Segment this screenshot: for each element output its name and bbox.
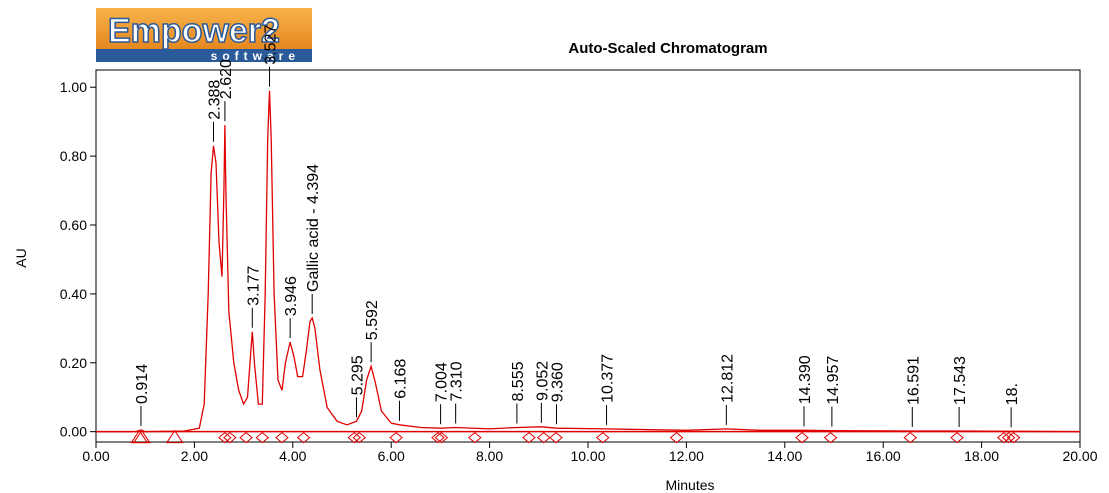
x-tick-label: 8.00 [476, 448, 503, 464]
integration-diamond [669, 432, 684, 444]
integration-diamond [903, 432, 918, 444]
peak-label: 14.957 [825, 356, 842, 405]
integration-triangle [130, 429, 149, 444]
x-tick-label: 4.00 [279, 448, 306, 464]
peak-label: 12.812 [719, 354, 736, 403]
peak-label: 6.168 [392, 359, 409, 399]
chart-title: Auto-Scaled Chromatogram [568, 40, 767, 57]
integration-diamond [255, 432, 270, 444]
x-tick-label: 10.00 [570, 448, 605, 464]
peak-label: 17.543 [952, 356, 969, 405]
x-tick-label: 0.00 [82, 448, 109, 464]
peak-label: 5.295 [350, 355, 367, 395]
trace [96, 90, 1081, 433]
integration-diamond [275, 432, 289, 444]
integration-diamond [347, 432, 362, 444]
peak-label: 16.591 [905, 356, 922, 405]
peak-label: 9.052 [534, 361, 551, 401]
peak-label: 3.177 [245, 266, 262, 306]
x-tick-label: 12.00 [669, 448, 704, 464]
peak-label: 3.946 [283, 276, 300, 316]
peak-label: 0.914 [134, 364, 151, 404]
x-tick-label: 20.00 [1062, 448, 1097, 464]
peak-label: 2.620 [218, 59, 235, 99]
x-tick-label: 14.00 [767, 448, 802, 464]
x-tick-label: 18.00 [964, 448, 999, 464]
integration-diamond [522, 432, 536, 444]
logo-text: Empower2 [108, 12, 280, 50]
peak-label: 8.555 [510, 361, 527, 401]
integration-diamond [218, 432, 232, 444]
integration-diamond [950, 432, 964, 444]
peak-label: 10.377 [600, 354, 617, 403]
y-tick-label: 0.80 [60, 148, 87, 164]
peak-label: Gallic acid - 4.394 [305, 164, 322, 292]
peak-label: 5.592 [364, 300, 381, 340]
peak-label: 18. [1004, 383, 1021, 405]
plot-frame [95, 69, 1081, 443]
x-axis-label: Minutes [665, 477, 714, 493]
integration-diamond [223, 432, 237, 444]
peak-label: 9.360 [550, 362, 567, 402]
integration-diamond [536, 432, 551, 444]
integration-diamond [823, 432, 838, 444]
y-tick-label: 0.40 [60, 286, 87, 302]
x-tick-label: 2.00 [181, 448, 208, 464]
integration-diamond [1001, 432, 1016, 444]
peak-label: 7.310 [449, 361, 466, 401]
integration-triangle [132, 429, 151, 444]
integration-triangle [165, 429, 184, 444]
integration-diamond [468, 432, 482, 444]
integration-diamond [434, 432, 449, 444]
peak-label: 2.388 [206, 80, 223, 120]
peak-label: 3.527 [263, 25, 280, 65]
logo: Empower2 software [96, 8, 312, 63]
integration-diamond [352, 432, 367, 444]
y-axis-label: AU [13, 248, 29, 267]
y-tick-label: 0.00 [60, 424, 87, 440]
integration-diamond [1006, 432, 1021, 444]
integration-diamond [431, 432, 445, 444]
integration-diamond [595, 432, 610, 444]
peak-label: 7.004 [434, 362, 451, 402]
integration-diamond [795, 432, 809, 444]
integration-diamond [239, 432, 253, 444]
integration-diamond [389, 432, 403, 444]
y-tick-label: 1.00 [60, 79, 87, 95]
y-tick-label: 0.20 [60, 355, 87, 371]
x-tick-label: 6.00 [378, 448, 405, 464]
integration-diamond [549, 432, 563, 444]
integration-diamond [296, 432, 311, 444]
y-tick-label: 0.60 [60, 217, 87, 233]
x-tick-label: 16.00 [866, 448, 901, 464]
logo-subtext: software [211, 49, 300, 63]
integration-diamond [996, 432, 1011, 444]
peak-label: 14.390 [797, 355, 814, 404]
